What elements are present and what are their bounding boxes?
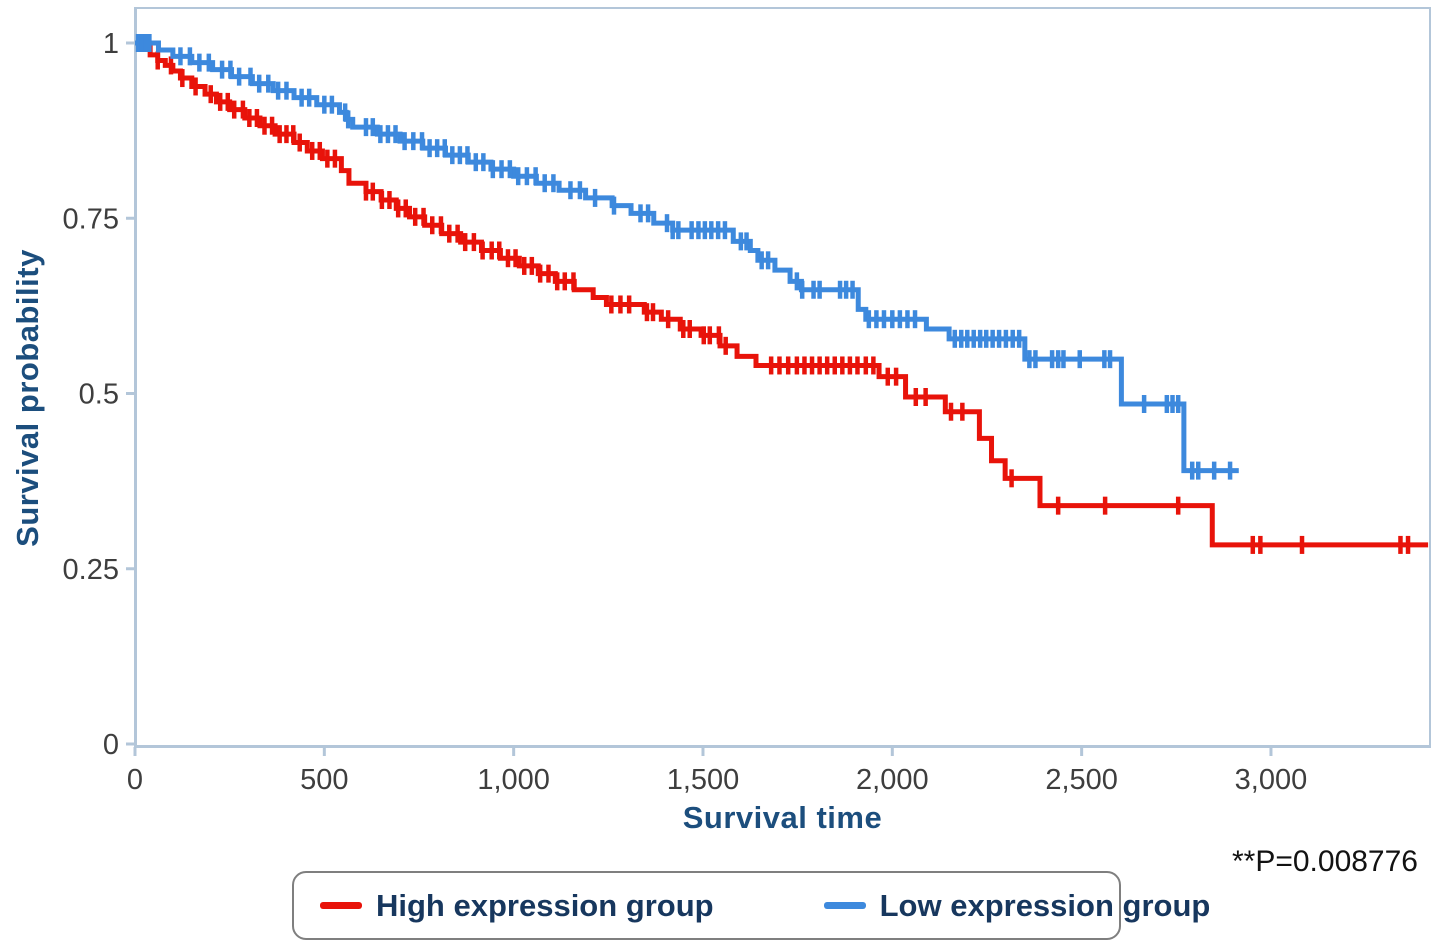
x-tick-label: 1,000 [477, 764, 550, 796]
p-value-annotation: **P=0.008776 [1231, 845, 1418, 878]
legend-label-high-expression: High expression group [376, 887, 714, 923]
x-tick-label: 0 [127, 764, 143, 796]
legend-item-low-expression: Low expression group [823, 887, 1211, 924]
x-tick-label: 2,500 [1045, 764, 1118, 796]
y-tick-label: 0.25 [63, 554, 119, 586]
legend-box: High expression group Low expression gro… [292, 871, 1210, 940]
legend-label-low-expression: Low expression group [879, 887, 1211, 923]
low-expression-line-swatch [823, 902, 866, 909]
x-tick-label: 2,000 [856, 764, 929, 796]
x-tick-label: 3,000 [1235, 764, 1308, 796]
high-expression-line-swatch [320, 902, 362, 909]
x-axis-title: Survival time [682, 800, 883, 835]
legend-item-high-expression: High expression group [320, 888, 714, 924]
y-tick-label: 0.5 [79, 379, 119, 411]
low-expression-curve [135, 40, 1239, 474]
y-tick-label: 0 [103, 729, 119, 761]
y-tick-label: 0.75 [63, 203, 119, 235]
plot-frame [134, 7, 1431, 748]
x-tick-label: 1,500 [667, 764, 740, 796]
y-tick-label: 1 [103, 28, 119, 60]
x-tick-label: 500 [300, 764, 348, 796]
y-axis-title: Survival probability [10, 249, 45, 547]
